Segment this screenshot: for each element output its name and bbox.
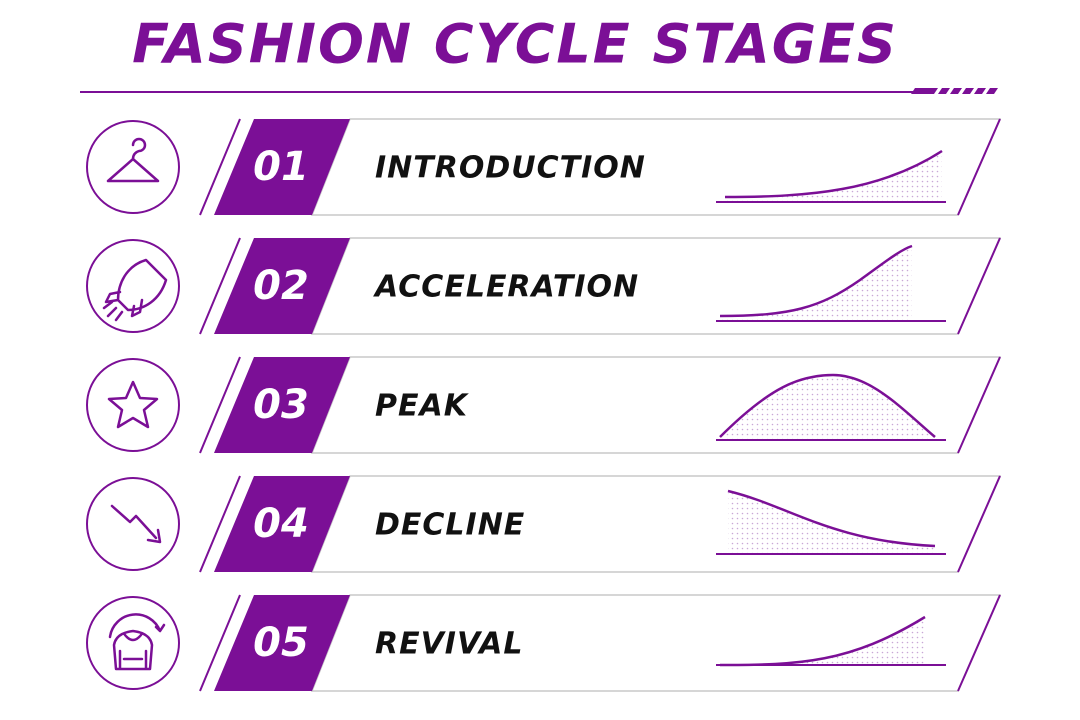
icon [107, 380, 159, 429]
stage-label: INTRODUCTION [375, 151, 646, 186]
slant-line [199, 118, 241, 216]
slant-line [199, 475, 241, 573]
trend-curve [724, 149, 943, 199]
stage-number: 01 [253, 144, 309, 190]
title-rule [80, 88, 998, 94]
frame-edge [957, 118, 1001, 216]
stage-row: 01 INTRODUCTION [86, 118, 1002, 216]
stage-number: 04 [253, 501, 309, 547]
trend-curve [719, 244, 913, 318]
frame-edge [957, 475, 1001, 573]
number-block [214, 238, 350, 334]
stage-row: 03 PEAK [86, 356, 1002, 454]
slant-line [199, 356, 241, 454]
frame-edge [957, 237, 1001, 335]
curve-area [725, 151, 942, 202]
icon [106, 137, 160, 183]
curve-area [728, 491, 935, 554]
icon-circle [86, 477, 180, 571]
trend-curve [719, 373, 936, 438]
stage-label: PEAK [375, 389, 470, 424]
stage-number: 03 [253, 382, 309, 428]
curve-area [720, 617, 925, 665]
stage-label: REVIVAL [375, 627, 524, 662]
curve-area [720, 375, 935, 440]
title: FASHION CYCLE STAGES [132, 13, 898, 76]
icon [110, 504, 162, 544]
trend-curve [727, 489, 936, 548]
number-block [214, 119, 350, 215]
number-block [214, 595, 350, 691]
icon-circle [86, 239, 180, 333]
number-block [214, 357, 350, 453]
slant-line [199, 237, 241, 335]
curve-area [720, 246, 912, 321]
icon-circle [86, 596, 180, 690]
stage-row: 05 REVIVAL [86, 594, 1002, 692]
frame-edge [957, 356, 1001, 454]
trend-curve [719, 615, 926, 667]
stage-row: 04 DECLINE [86, 475, 1002, 573]
slant-line [199, 594, 241, 692]
stage-row: 02 ACCELERATION [86, 237, 1002, 335]
icon [108, 613, 166, 671]
number-block [214, 476, 350, 572]
icon-circle [86, 358, 180, 452]
stage-label: DECLINE [375, 508, 525, 543]
frame-edge [957, 594, 1001, 692]
icon-circle [86, 120, 180, 214]
stage-number: 02 [253, 263, 309, 309]
icon [102, 258, 168, 322]
stage-label: ACCELERATION [373, 270, 639, 305]
stage-number: 05 [253, 620, 309, 666]
